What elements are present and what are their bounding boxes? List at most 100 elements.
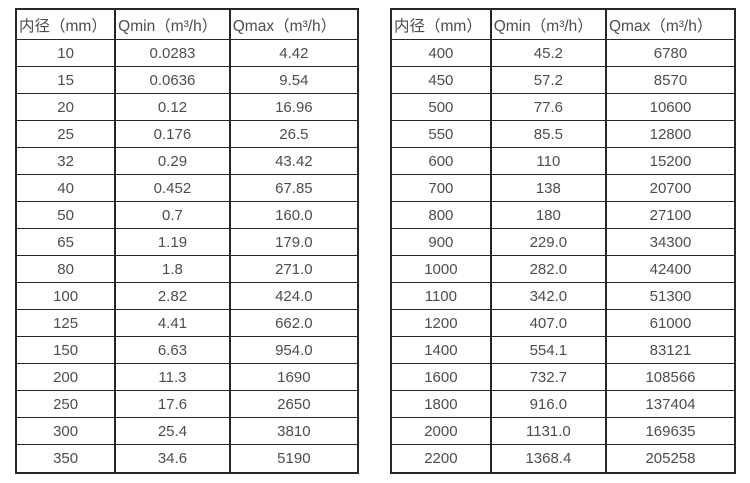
table-row: 25 0.176 26.5: [14, 120, 360, 149]
table-cell: 61000: [604, 309, 737, 338]
table-header: 内径（mm） Qmin（m³/h） Qmax（m³/h）: [390, 8, 737, 40]
table-cell: 205258: [604, 444, 737, 474]
table-cell: 110: [489, 147, 607, 176]
table-cell: 1.19: [114, 228, 231, 257]
table-cell: 50: [14, 201, 117, 230]
table-cell: 550: [390, 120, 492, 149]
header-qmin: Qmin（m³/h）: [489, 8, 607, 40]
header-qmax: Qmax（m³/h）: [228, 8, 360, 40]
table-cell: 954.0: [228, 336, 360, 365]
table-row: 1800 916.0 137404: [390, 390, 737, 419]
header-inner-diameter: 内径（mm）: [14, 8, 117, 40]
table-cell: 8570: [604, 66, 737, 95]
table-cell: 0.0636: [114, 66, 231, 95]
table-cell: 3810: [228, 417, 360, 446]
table-cell: 2650: [228, 390, 360, 419]
table-cell: 0.7: [114, 201, 231, 230]
table-cell: 1131.0: [489, 417, 607, 446]
table-cell: 27100: [604, 201, 737, 230]
table-row: 500 77.6 10600: [390, 93, 737, 122]
header-row: 内径（mm） Qmin（m³/h） Qmax（m³/h）: [14, 8, 360, 40]
table-cell: 85.5: [489, 120, 607, 149]
table-row: 20 0.12 16.96: [14, 93, 360, 122]
table-cell: 179.0: [228, 228, 360, 257]
table-cell: 34300: [604, 228, 737, 257]
table-row: 550 85.5 12800: [390, 120, 737, 149]
table-cell: 12800: [604, 120, 737, 149]
table-cell: 732.7: [489, 363, 607, 392]
table-cell: 77.6: [489, 93, 607, 122]
header-qmin: Qmin（m³/h）: [114, 8, 231, 40]
table-cell: 0.176: [114, 120, 231, 149]
table-cell: 9.54: [228, 66, 360, 95]
table-cell: 180: [489, 201, 607, 230]
table-cell: 10600: [604, 93, 737, 122]
table-cell: 138: [489, 174, 607, 203]
table-row: 100 2.82 424.0: [14, 282, 360, 311]
table-cell: 1.8: [114, 255, 231, 284]
table-row: 450 57.2 8570: [390, 66, 737, 95]
table-cell: 554.1: [489, 336, 607, 365]
table-cell: 300: [14, 417, 117, 446]
table-cell: 25: [14, 120, 117, 149]
table-body: 10 0.0283 4.42 15 0.0636 9.54 20 0.12 16.96 25 0.1…: [14, 38, 360, 474]
table-row: 400 45.2 6780: [390, 38, 737, 68]
table-row: 10 0.0283 4.42: [14, 38, 360, 68]
table-row: 250 17.6 2650: [14, 390, 360, 419]
table-cell: 800: [390, 201, 492, 230]
table-cell: 1200: [390, 309, 492, 338]
table-cell: 4.41: [114, 309, 231, 338]
table-row: 1100 342.0 51300: [390, 282, 737, 311]
table-cell: 1690: [228, 363, 360, 392]
table-cell: 5190: [228, 444, 360, 474]
table-row: 32 0.29 43.42: [14, 147, 360, 176]
table-row: 1000 282.0 42400: [390, 255, 737, 284]
table-cell: 15200: [604, 147, 737, 176]
table-row: 80 1.8 271.0: [14, 255, 360, 284]
header-row: 内径（mm） Qmin（m³/h） Qmax（m³/h）: [390, 8, 737, 40]
table-cell: 0.0283: [114, 38, 231, 68]
flow-table-small-diameters: 内径（mm） Qmin（m³/h） Qmax（m³/h） 10 0.0283 4.4…: [14, 8, 360, 474]
table-cell: 1368.4: [489, 444, 607, 474]
table-cell: 424.0: [228, 282, 360, 311]
table-cell: 662.0: [228, 309, 360, 338]
table-cell: 6780: [604, 38, 737, 68]
table-cell: 150: [14, 336, 117, 365]
table-cell: 1100: [390, 282, 492, 311]
table-row: 50 0.7 160.0: [14, 201, 360, 230]
table-cell: 1400: [390, 336, 492, 365]
table-row: 125 4.41 662.0: [14, 309, 360, 338]
table-cell: 16.96: [228, 93, 360, 122]
table-row: 40 0.452 67.85: [14, 174, 360, 203]
table-cell: 2.82: [114, 282, 231, 311]
table-cell: 160.0: [228, 201, 360, 230]
table-cell: 2000: [390, 417, 492, 446]
table-row: 1400 554.1 83121: [390, 336, 737, 365]
table-cell: 65: [14, 228, 117, 257]
table-cell: 0.29: [114, 147, 231, 176]
table-cell: 15: [14, 66, 117, 95]
table-row: 2200 1368.4 205258: [390, 444, 737, 474]
table-cell: 80: [14, 255, 117, 284]
table-cell: 51300: [604, 282, 737, 311]
table-cell: 17.6: [114, 390, 231, 419]
table-cell: 1600: [390, 363, 492, 392]
table-cell: 83121: [604, 336, 737, 365]
table-cell: 700: [390, 174, 492, 203]
table-cell: 1000: [390, 255, 492, 284]
table-cell: 282.0: [489, 255, 607, 284]
table-cell: 26.5: [228, 120, 360, 149]
table-header: 内径（mm） Qmin（m³/h） Qmax（m³/h）: [14, 8, 360, 40]
table-row: 800 180 27100: [390, 201, 737, 230]
table-cell: 6.63: [114, 336, 231, 365]
table-cell: 1800: [390, 390, 492, 419]
table-row: 2000 1131.0 169635: [390, 417, 737, 446]
table-cell: 67.85: [228, 174, 360, 203]
table-cell: 500: [390, 93, 492, 122]
table-cell: 271.0: [228, 255, 360, 284]
table-cell: 900: [390, 228, 492, 257]
table-cell: 200: [14, 363, 117, 392]
flow-table-large-diameters: 内径（mm） Qmin（m³/h） Qmax（m³/h） 400 45.2 6780…: [390, 8, 737, 474]
header-inner-diameter: 内径（mm）: [390, 8, 492, 40]
